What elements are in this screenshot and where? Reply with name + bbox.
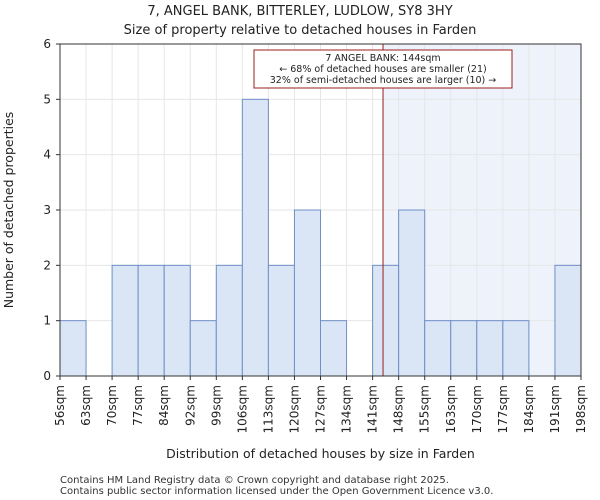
bar-141sqm <box>372 264 400 377</box>
x-tick-label: 92sqm <box>183 385 197 426</box>
annotation-box <box>253 49 513 89</box>
x-tick-label: 127sqm <box>314 385 328 433</box>
x-tick-label: 177sqm <box>496 385 510 433</box>
y-tick-label: 5 <box>43 92 51 106</box>
x-tick-label: 63sqm <box>79 385 93 426</box>
x-tick-label: 148sqm <box>392 385 406 433</box>
y-axis-ticks: 0 1 2 3 4 5 6 <box>43 37 60 383</box>
x-tick-label: 120sqm <box>287 385 301 433</box>
chart-title: 7, ANGEL BANK, BITTERLEY, LUDLOW, SY8 3H… <box>147 4 452 19</box>
footer-line-2: Contains public sector information licen… <box>60 486 493 497</box>
x-tick-label: 106sqm <box>235 385 249 433</box>
annotation-line-1: 7 ANGEL BANK: 144sqm <box>325 53 440 64</box>
x-axis-ticks: 56sqm 63sqm 70sqm 77sqm 84sqm 92sqm 99sqm 106sq… <box>53 376 588 433</box>
x-tick-label: 198sqm <box>574 385 588 433</box>
y-tick-label: 2 <box>43 258 51 272</box>
y-tick-label: 3 <box>43 203 51 217</box>
bar-77sqm <box>137 264 165 377</box>
bar-155sqm <box>424 320 452 377</box>
bar-148sqm <box>398 209 426 377</box>
bar-163sqm <box>450 320 478 377</box>
x-tick-label: 84sqm <box>157 385 171 426</box>
bar-177sqm <box>502 320 530 377</box>
x-tick-label: 134sqm <box>340 385 354 433</box>
annotation-line-3: 32% of semi-detached houses are larger (… <box>270 75 497 86</box>
x-tick-label: 113sqm <box>261 385 275 433</box>
x-tick-label: 99sqm <box>209 385 223 426</box>
marker-annotation: 7 ANGEL BANK: 144sqm ← 68% of detached h… <box>253 49 513 89</box>
bar-120sqm <box>293 209 322 377</box>
x-tick-label: 56sqm <box>53 385 67 426</box>
x-tick-label: 77sqm <box>131 385 145 426</box>
plot-area: 0 1 2 3 4 5 6 56sqm 63sqm 70sqm 77sqm 84sqm 92sqm 99… <box>43 37 588 433</box>
annotation-line-2: ← 68% of detached houses are smaller (21… <box>279 64 486 75</box>
x-tick-label: 191sqm <box>548 385 562 433</box>
x-tick-label: 184sqm <box>522 385 536 433</box>
y-tick-label: 1 <box>43 314 51 328</box>
bar-127sqm <box>320 320 348 377</box>
x-axis-title: Distribution of detached houses by size … <box>166 446 475 461</box>
x-tick-label: 163sqm <box>444 385 458 433</box>
bar-84sqm <box>163 264 191 377</box>
bar-56sqm <box>59 320 87 377</box>
chart-subtitle: Size of property relative to detached ho… <box>124 23 477 38</box>
y-tick-label: 0 <box>43 369 51 383</box>
x-tick-label: 141sqm <box>366 385 380 433</box>
bar-92sqm <box>189 320 217 377</box>
x-tick-label: 170sqm <box>470 385 484 433</box>
bar-106sqm <box>241 98 269 377</box>
bar-113sqm <box>267 264 295 377</box>
footer-line-1: Contains HM Land Registry data © Crown c… <box>60 475 449 486</box>
bar-99sqm <box>215 264 243 377</box>
y-tick-label: 4 <box>43 148 51 162</box>
bar-170sqm <box>476 320 504 377</box>
y-axis-title: Number of detached properties <box>1 112 16 309</box>
x-tick-label: 70sqm <box>105 385 119 426</box>
bars <box>59 98 582 377</box>
bar-191sqm <box>554 264 582 377</box>
bar-70sqm <box>111 264 139 377</box>
y-tick-label: 6 <box>43 37 51 51</box>
x-tick-label: 155sqm <box>418 385 432 433</box>
